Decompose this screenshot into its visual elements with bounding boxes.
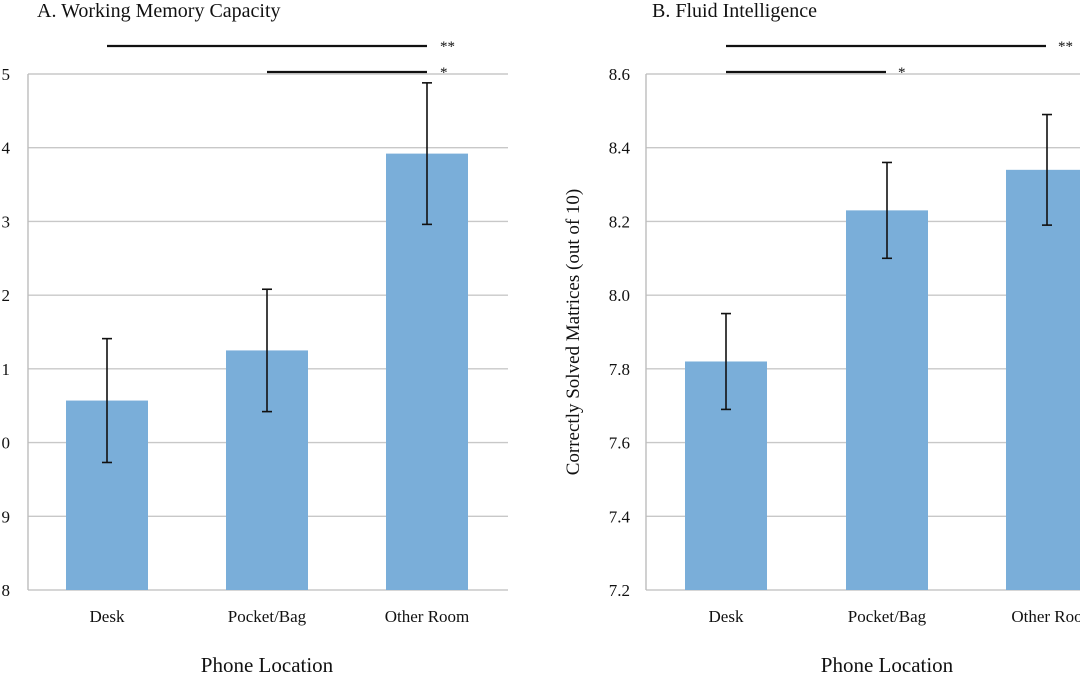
y-tick-label: 4: [2, 139, 11, 158]
y-tick-label: 8.6: [609, 65, 630, 84]
significance-marker: *: [440, 65, 448, 81]
y-tick-label: 0: [2, 434, 11, 453]
y-tick-label: 7.4: [609, 507, 631, 526]
bar: [1006, 169, 1080, 591]
category-label: Pocket/Bag: [228, 607, 307, 626]
y-tick-label: 9: [2, 507, 11, 526]
significance-marker: *: [898, 65, 906, 81]
panel-title: B. Fluid Intelligence: [652, 0, 817, 22]
y-tick-label: 7.2: [609, 581, 630, 600]
y-tick-label: 7.8: [609, 360, 630, 379]
y-tick-label: 8.2: [609, 212, 630, 231]
y-tick-label: 8.4: [609, 139, 631, 158]
category-label: Other Roo: [1011, 607, 1080, 626]
y-tick-label: 5: [2, 65, 11, 84]
category-label: Pocket/Bag: [848, 607, 927, 626]
bar: [386, 153, 468, 590]
category-label: Desk: [709, 607, 744, 626]
bar: [846, 210, 928, 590]
y-tick-label: 8: [2, 581, 11, 600]
y-tick-label: 2: [2, 286, 11, 305]
significance-marker: **: [440, 39, 455, 55]
y-tick-label: 3: [2, 212, 11, 231]
panel-title: A. Working Memory Capacity: [37, 0, 281, 22]
significance-marker: **: [1058, 39, 1073, 55]
x-axis-title: Phone Location: [201, 653, 334, 675]
category-label: Other Room: [385, 607, 470, 626]
y-tick-label: 8.0: [609, 286, 630, 305]
y-tick-label: 1: [2, 360, 11, 379]
category-label: Desk: [90, 607, 125, 626]
y-axis-title: Correctly Solved Matrices (out of 10): [563, 189, 584, 476]
y-tick-label: 7.6: [609, 434, 630, 453]
x-axis-title: Phone Location: [821, 653, 954, 675]
